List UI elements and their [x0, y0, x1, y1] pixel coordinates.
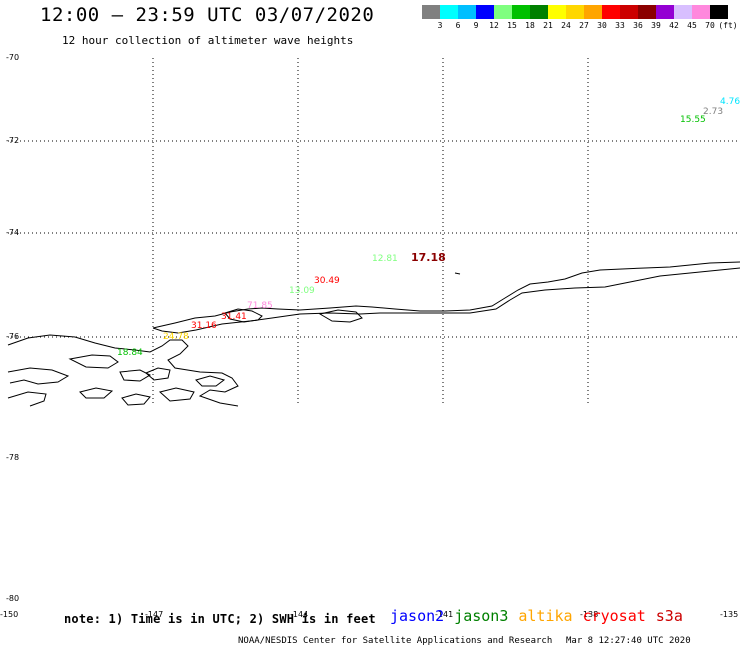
colorbar-label: (ft): [718, 21, 738, 30]
colorbar-label: 42: [669, 21, 679, 30]
wave-height-labels: 4.76 2.73 15.55 12.81 17.18 30.49 13.09 …: [117, 97, 740, 358]
colorbar-swatch: [638, 5, 656, 19]
colorbar-label: 3: [437, 21, 443, 30]
colorbar-swatch: [710, 5, 728, 19]
lon-label: -141: [435, 610, 453, 619]
lon-label: -135: [720, 610, 738, 619]
colorbar-swatch: [494, 5, 512, 19]
colorbar-label: 12: [489, 21, 499, 30]
satellite-jason3: jason3: [454, 607, 509, 625]
colorbar-label: 9: [473, 21, 479, 30]
colorbar-swatch: [692, 5, 710, 19]
wave-height-colorbar: [422, 5, 728, 19]
lon-label: -150: [0, 610, 18, 619]
coastline: [7, 261, 740, 407]
wave-height-value: 30.49: [314, 276, 340, 286]
map-subtitle: 12 hour collection of altimeter wave hei…: [62, 34, 354, 47]
wave-height-value: 15.55: [680, 115, 706, 125]
colorbar-label: 21: [543, 21, 553, 30]
lon-label: -144: [290, 610, 308, 619]
wave-height-value: 71.85: [247, 301, 273, 311]
satellite-jason2: jason2: [390, 607, 445, 625]
wave-height-value: 18.84: [117, 348, 143, 358]
longitude-labels: -150 -147 -144 -141 -138 -135: [0, 610, 738, 619]
colorbar-label: 39: [651, 21, 661, 30]
satellite-s3a: s3a: [655, 607, 683, 625]
wave-height-value: 4.76: [720, 97, 740, 107]
lat-label: -78: [6, 453, 19, 462]
satellite-altika: altika: [518, 607, 573, 625]
wave-height-value: 24.78: [163, 332, 189, 342]
colorbar-label: 45: [687, 21, 697, 30]
colorbar-label: 33: [615, 21, 625, 30]
satellite-legend: jason2 jason3 altika cryosat s3a: [390, 607, 683, 625]
lat-label: -70: [6, 53, 19, 62]
wave-height-value: 31.16: [191, 321, 217, 331]
colorbar-swatch: [674, 5, 692, 19]
colorbar-label: 36: [633, 21, 643, 30]
lat-label: -76: [6, 332, 19, 341]
units-note: note: 1) Time is in UTC; 2) SWH is in fe…: [64, 612, 376, 626]
wave-height-value: 31.41: [221, 312, 247, 322]
colorbar-swatch: [422, 5, 440, 19]
lat-label: -80: [6, 594, 19, 603]
colorbar-swatch: [620, 5, 638, 19]
colorbar-swatch: [584, 5, 602, 19]
colorbar-swatch: [458, 5, 476, 19]
latitude-labels: -70 -72 -74 -76 -78 -80: [6, 53, 19, 603]
colorbar-swatch: [512, 5, 530, 19]
wave-height-value: 2.73: [703, 107, 723, 117]
colorbar-swatch: [566, 5, 584, 19]
colorbar-swatch: [530, 5, 548, 19]
lon-label: -147: [145, 610, 163, 619]
colorbar-label: 30: [597, 21, 607, 30]
colorbar-swatch: [656, 5, 674, 19]
colorbar-label: 27: [579, 21, 589, 30]
lat-label: -72: [6, 136, 19, 145]
colorbar-swatch: [602, 5, 620, 19]
colorbar-label: 18: [525, 21, 535, 30]
colorbar-label: 6: [455, 21, 461, 30]
satellite-cryosat: cryosat: [582, 607, 646, 625]
colorbar-swatch: [548, 5, 566, 19]
colorbar-swatch: [440, 5, 458, 19]
wave-height-value: 12.81: [372, 254, 398, 264]
lat-label: -74: [6, 228, 19, 237]
colorbar-swatch: [476, 5, 494, 19]
colorbar-label: 70: [705, 21, 715, 30]
wave-height-value: 17.18: [411, 251, 446, 264]
footer-credit: NOAA/NESDIS Center for Satellite Applica…: [238, 636, 553, 646]
colorbar-label: 15: [507, 21, 517, 30]
colorbar-label: 24: [561, 21, 571, 30]
footer-timestamp: Mar 8 12:27:40 UTC 2020: [566, 636, 691, 646]
wave-height-value: 13.09: [289, 286, 315, 296]
lon-label: -138: [580, 610, 598, 619]
map-title: 12:00 – 23:59 UTC 03/07/2020: [40, 4, 375, 26]
